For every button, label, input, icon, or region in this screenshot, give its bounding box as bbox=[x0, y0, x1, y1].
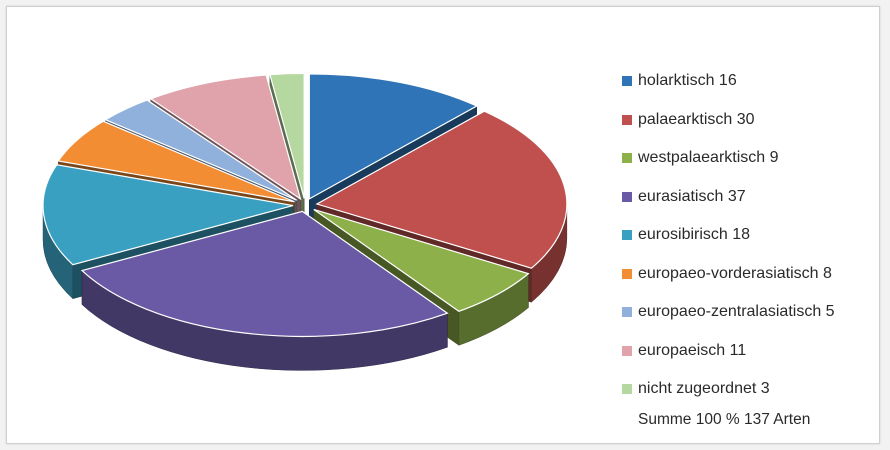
legend-label: europaeisch 11 bbox=[638, 341, 747, 359]
legend-label: palaearktisch 30 bbox=[638, 110, 755, 128]
pie-tops bbox=[42, 72, 568, 338]
legend-swatch bbox=[622, 153, 632, 164]
legend-swatch bbox=[622, 76, 632, 87]
legend-total: Summe 100 % 137 Arten bbox=[638, 410, 811, 428]
pie-slice-palaearktisch bbox=[315, 110, 568, 269]
legend-swatch bbox=[622, 307, 632, 318]
pie-slice-europaeo-vorderasiatisch bbox=[57, 120, 295, 203]
legend-swatch bbox=[622, 345, 632, 356]
legend-label: europaeo-zentralasiatisch 5 bbox=[638, 303, 835, 321]
pie-slice-europaeisch bbox=[149, 74, 302, 201]
legend-item: europaeo-vorderasiatisch 8 bbox=[622, 255, 835, 294]
legend-item: holarktisch 16 bbox=[622, 62, 835, 101]
legend-item: eurasiatisch 37 bbox=[622, 178, 835, 217]
legend-item: europaeo-zentralasiatisch 5 bbox=[622, 293, 835, 332]
legend-item: westpalaearktisch 9 bbox=[622, 139, 835, 178]
pie-slice-nicht-zugeordnet bbox=[269, 72, 305, 199]
legend-label: holarktisch 16 bbox=[638, 72, 737, 90]
pie-slice-europaeo-zentralasiatisch bbox=[104, 99, 298, 201]
legend: holarktisch 16 palaearktisch 30 westpala… bbox=[622, 62, 835, 429]
legend-label: europaeo-vorderasiatisch 8 bbox=[638, 264, 832, 282]
pie-slice-westpalaearktisch bbox=[313, 208, 530, 312]
pie-slice-holarktisch bbox=[308, 73, 479, 200]
legend-swatch bbox=[622, 230, 632, 241]
legend-item: nicht zugeordnet 3 bbox=[622, 370, 835, 409]
legend-label: nicht zugeordnet 3 bbox=[638, 380, 770, 398]
legend-item: eurosibirisch 18 bbox=[622, 216, 835, 255]
legend-label: eurasiatisch 37 bbox=[638, 187, 746, 205]
legend-swatch bbox=[622, 114, 632, 125]
legend-swatch bbox=[622, 191, 632, 202]
legend-swatch bbox=[622, 384, 632, 395]
pie-slice-eurasiatisch bbox=[80, 210, 449, 338]
legend-item: palaearktisch 30 bbox=[622, 101, 835, 140]
legend-swatch bbox=[622, 268, 632, 279]
legend-item: europaeisch 11 bbox=[622, 332, 835, 371]
legend-label: eurosibirisch 18 bbox=[638, 226, 751, 244]
legend-label: westpalaearktisch 9 bbox=[638, 149, 779, 167]
pie-slice-eurosibirisch bbox=[42, 164, 294, 266]
